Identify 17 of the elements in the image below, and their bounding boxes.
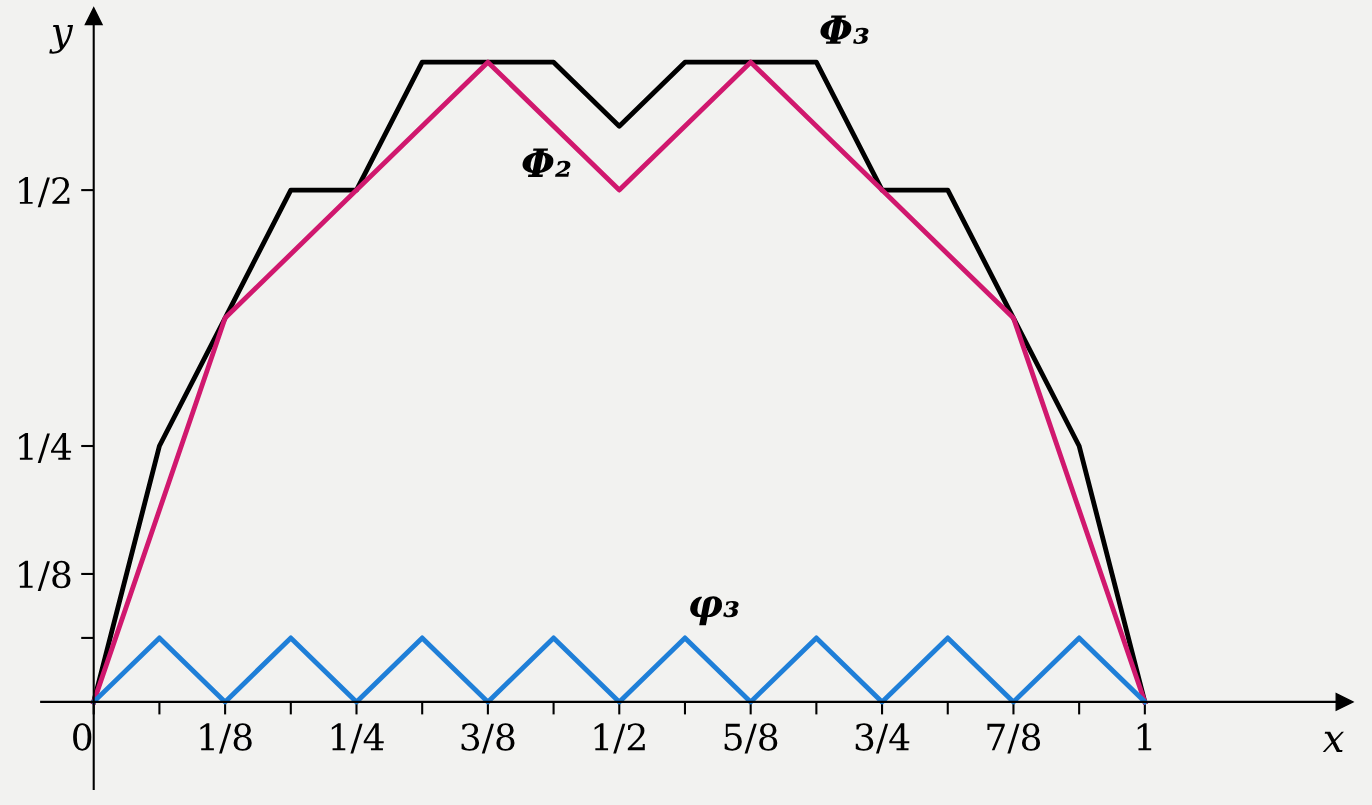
y-tick-label: 1/8 — [19, 560, 71, 592]
y-axis-title: y — [49, 24, 74, 54]
x-tick-label: 1/4 — [331, 723, 384, 754]
x-tick-label: 1 — [1137, 723, 1152, 751]
x-tick-label: 0 — [73, 723, 92, 751]
series-label: Φ₂ — [522, 148, 571, 177]
x-tick-label: 3/4 — [855, 723, 910, 754]
x-axis-title: x — [1322, 731, 1344, 752]
y-tick-label: 1/2 — [19, 177, 70, 208]
series-label: Φ₃ — [820, 15, 869, 44]
x-tick-label: 5/8 — [724, 723, 778, 754]
x-tick-label: 1/2 — [594, 723, 645, 754]
y-tick-label: 1/4 — [19, 432, 72, 464]
x-tick-label: 1/8 — [200, 723, 252, 754]
x-tick-label: 7/8 — [987, 723, 1041, 754]
x-tick-label: 3/8 — [461, 723, 515, 754]
series-label: φ₃ — [690, 596, 739, 626]
